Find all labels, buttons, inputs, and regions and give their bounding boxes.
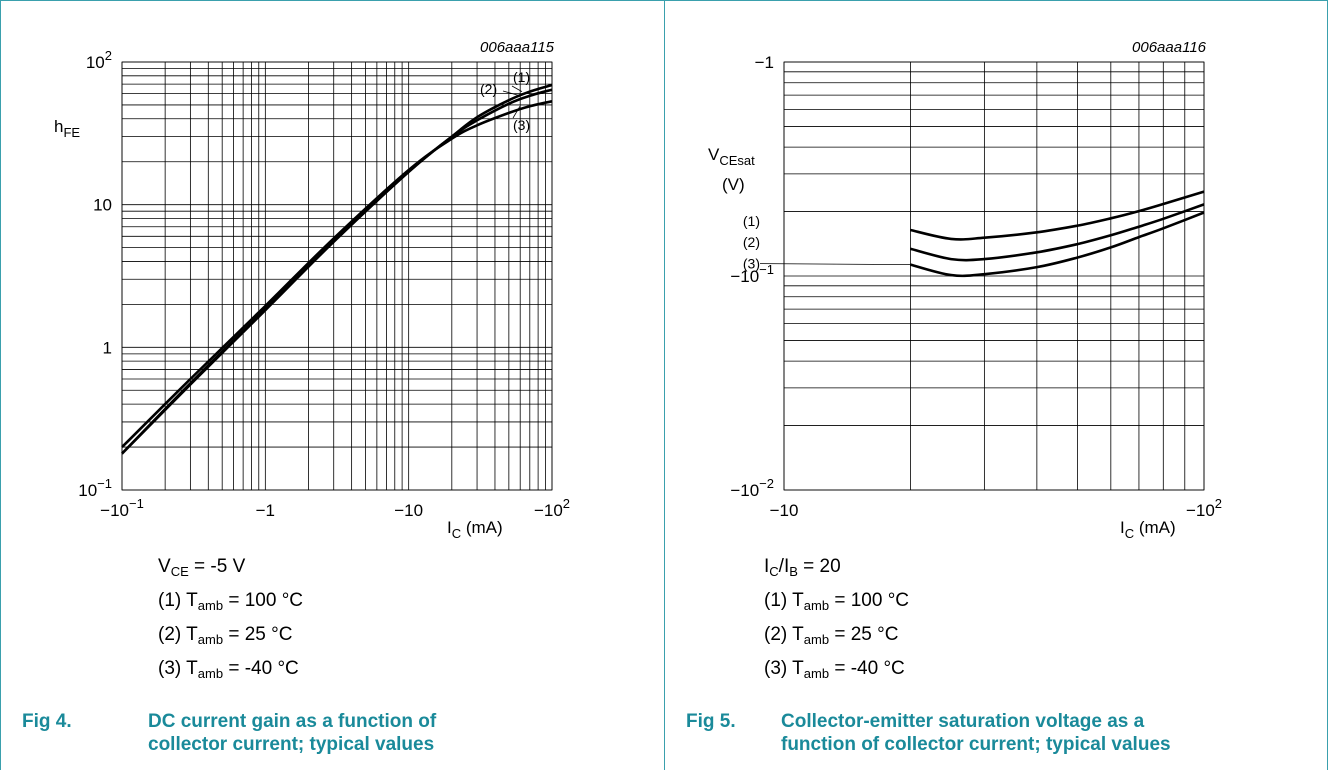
fig4-condition-3: (3) Tamb = -40 °C — [158, 658, 299, 681]
y-axis-label: VCEsat — [708, 145, 755, 168]
series-curve-1 — [121, 83, 553, 455]
series-label-2: (2) — [480, 81, 497, 97]
fig5-condition-ratio: IC/IB = 20 — [764, 556, 841, 579]
grid — [783, 61, 1205, 491]
series-leader-3 — [512, 105, 521, 119]
x-tick-label: −102 — [534, 496, 570, 520]
series-label-2: (2) — [743, 234, 760, 250]
x-tick-label: −10 — [770, 501, 799, 520]
fig4-chart: −10−1 −1 −10 −102 10−1 1 10 102 006aaa115 hFE IC (… — [54, 39, 570, 541]
series-leader-3 — [759, 263, 911, 266]
y-tick-label: 102 — [86, 48, 112, 72]
y-tick-label: −10−2 — [730, 476, 774, 500]
y-axis-unit: (V) — [722, 175, 745, 194]
fig5-condition-2: (2) Tamb = 25 °C — [764, 624, 899, 647]
grid — [121, 61, 553, 491]
fig5-condition-3: (3) Tamb = -40 °C — [764, 658, 905, 681]
series-curve-1 — [910, 190, 1205, 241]
fig5-conditions: IC/IB = 20 (1) Tamb = 100 °C (2) Tamb = … — [764, 550, 909, 686]
series-label-1: (1) — [513, 69, 530, 85]
frame-left-border — [0, 0, 1, 770]
fig5-condition-1: (1) Tamb = 100 °C — [764, 590, 910, 613]
y-tick-label: 10 — [93, 196, 112, 215]
series-curve-2 — [910, 203, 1205, 262]
fig5-caption: Fig 5. Collector-emitter saturation volt… — [686, 710, 1316, 760]
fig5-caption-text: Collector-emitter saturation voltage as … — [781, 711, 1171, 755]
fig5-chart: −10 −102 −10−2 −10−1 −1 006aaa116 VCEsat (V) IC … — [708, 39, 1222, 541]
y-tick-label: −10−1 — [730, 262, 774, 286]
series-leader-2 — [502, 90, 521, 97]
x-tick-label: −1 — [256, 501, 275, 520]
y-tick-label: 10−1 — [78, 476, 112, 500]
frame-divider — [664, 0, 665, 770]
y-tick-label: −1 — [755, 53, 774, 72]
x-axis-label: IC (mA) — [1120, 518, 1176, 541]
figure-code: 006aaa116 — [1132, 39, 1207, 56]
series-label-1: (1) — [743, 213, 760, 229]
x-tick-label: −10−1 — [100, 496, 144, 520]
fig5-panel: −10 −102 −10−2 −10−1 −1 006aaa116 VCEsat (V) IC … — [664, 0, 1328, 770]
frame-top-border — [0, 0, 1328, 1]
fig4-condition-vce: VCE = -5 V — [158, 556, 246, 579]
series-leader-1 — [511, 85, 523, 92]
series-curve-3 — [121, 100, 553, 449]
x-axis-label: IC (mA) — [447, 518, 503, 541]
x-tick-label: −102 — [1186, 496, 1222, 520]
plot-border — [783, 61, 1205, 491]
plot-border — [121, 61, 553, 491]
y-axis-label: hFE — [54, 117, 80, 140]
fig4-panel: −10−1 −1 −10 −102 10−1 1 10 102 006aaa115 hFE IC (… — [22, 39, 652, 760]
fig4-caption-number: Fig 4. — [22, 711, 72, 732]
figure-code: 006aaa115 — [480, 39, 555, 56]
series-curve-2 — [121, 88, 553, 455]
series-curve-3 — [910, 211, 1205, 278]
fig5-caption-number: Fig 5. — [686, 711, 736, 732]
fig4-condition-2: (2) Tamb = 25 °C — [158, 624, 293, 647]
series-label-3: (3) — [513, 117, 530, 133]
y-tick-label: 1 — [103, 338, 112, 357]
fig4-conditions: VCE = -5 V (1) Tamb = 100 °C (2) Tamb = … — [158, 550, 303, 686]
fig4-caption-text: DC current gain as a function of collect… — [148, 711, 437, 755]
fig4-caption: Fig 4. DC current gain as a function of … — [22, 710, 652, 760]
x-tick-label: −10 — [394, 501, 423, 520]
fig4-condition-1: (1) Tamb = 100 °C — [158, 590, 304, 613]
series-label-3: (3) — [743, 256, 760, 272]
